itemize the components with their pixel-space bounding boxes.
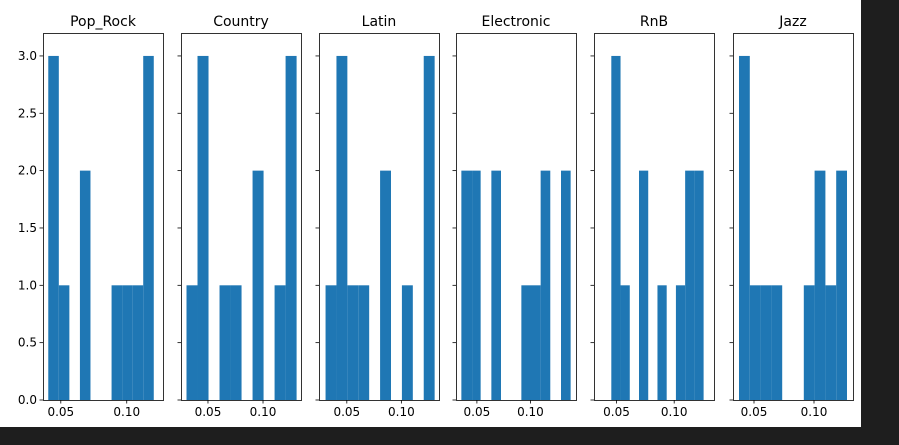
histogram-bar — [336, 55, 348, 400]
panel-jazz: 0.05 0.10 Jazz — [729, 14, 854, 419]
histogram-bar — [347, 285, 359, 400]
histogram-bar — [274, 285, 286, 400]
panel-title: RnB — [640, 14, 668, 30]
y-tick-label: 0.0 — [18, 393, 37, 407]
panel-title: Country — [213, 14, 269, 30]
histogram-bar — [739, 55, 750, 400]
histogram-bar — [48, 55, 59, 400]
histogram-bar — [814, 170, 826, 401]
axes-frame — [456, 33, 577, 401]
panel-title: Electronic — [481, 14, 550, 30]
histogram-bar — [540, 170, 551, 401]
histogram-bar — [285, 55, 297, 400]
histogram-bar — [401, 285, 413, 400]
histogram-bar — [230, 285, 242, 400]
histogram-bar — [79, 170, 91, 401]
axes-frame — [319, 33, 440, 401]
axes-frame — [181, 33, 302, 401]
figure-canvas: 0.0 0.5 1.0 1.5 2.0 2.5 3.0 0.05 0.10 Pop_Rock 0.0… — [0, 0, 861, 427]
y-tick-label: 2.0 — [18, 164, 37, 178]
y-tick-label: 0.5 — [18, 336, 37, 350]
histogram-grid: 0.00.51.01.52.02.53.00.05 0.10Pop_Rock0.0… — [18, 14, 854, 419]
x-tick-label: 0.10 — [113, 405, 140, 419]
panel-title: Pop_Rock — [70, 14, 137, 30]
histogram-bar — [111, 285, 123, 400]
x-tick-label: 0.05 — [741, 405, 768, 419]
histogram-bar — [771, 285, 783, 400]
x-tick-label: 0.05 — [333, 405, 360, 419]
histogram-bar — [122, 285, 133, 400]
x-tick-label: 0.10 — [661, 405, 688, 419]
histogram-bar — [836, 170, 847, 401]
y-tick-label: 2.5 — [18, 106, 37, 120]
histogram-bar — [472, 170, 481, 401]
panel-country: 0.05 0.10 Country — [177, 14, 302, 419]
histogram-bar — [197, 55, 209, 400]
y-tick-label: 1.0 — [18, 278, 37, 292]
histogram-bar — [760, 285, 772, 400]
histogram-bar — [58, 285, 70, 400]
histogram-bar — [620, 285, 630, 400]
histogram-bar — [803, 285, 815, 400]
histogram-bar — [611, 55, 621, 400]
histogram-bar — [358, 285, 370, 400]
x-tick-label: 0.05 — [603, 405, 630, 419]
histogram-bar — [380, 170, 391, 401]
histogram-bar — [423, 55, 435, 400]
x-tick-label: 0.10 — [517, 405, 544, 419]
axes-frame — [43, 33, 164, 401]
panel-pop-rock: 0.0 0.5 1.0 1.5 2.0 2.5 3.0 0.05 0.10 Pop_Rock — [18, 14, 164, 419]
panel-rnb: 0.05 0.10 RnB — [590, 14, 715, 419]
histogram-bar — [675, 285, 686, 400]
x-tick-label: 0.05 — [195, 405, 222, 419]
histogram-bar — [694, 170, 704, 401]
x-tick-label: 0.10 — [388, 405, 415, 419]
histogram-bar — [132, 285, 144, 400]
panel-title: Jazz — [778, 14, 806, 30]
y-tick-label: 3.0 — [18, 49, 37, 63]
y-tick-label: 1.5 — [18, 221, 37, 235]
panel-electronic: 0.05 0.10 Electronic — [452, 14, 577, 419]
histogram-bar — [219, 285, 231, 400]
histogram-bar — [252, 170, 264, 401]
histogram-bar — [657, 285, 667, 400]
histogram-bar — [461, 170, 473, 401]
histogram-bar — [143, 55, 154, 400]
panel-latin: 0.05 0.10 Latin — [315, 14, 440, 419]
histogram-bar — [325, 285, 337, 400]
histogram-bar — [685, 170, 695, 401]
histogram-bar — [521, 285, 531, 400]
histogram-bar — [531, 285, 541, 400]
histogram-bar — [186, 285, 198, 400]
x-tick-label: 0.10 — [250, 405, 277, 419]
histogram-bar — [639, 170, 649, 401]
histogram-bar — [491, 170, 501, 401]
axes-frame — [733, 33, 854, 401]
panel-title: Latin — [362, 14, 397, 30]
axes-frame — [594, 33, 715, 401]
x-tick-label: 0.05 — [464, 405, 491, 419]
histogram-bar — [825, 285, 837, 400]
histogram-bar — [749, 285, 761, 400]
x-tick-label: 0.10 — [801, 405, 828, 419]
x-tick-label: 0.05 — [47, 405, 74, 419]
histogram-bar — [561, 170, 571, 401]
